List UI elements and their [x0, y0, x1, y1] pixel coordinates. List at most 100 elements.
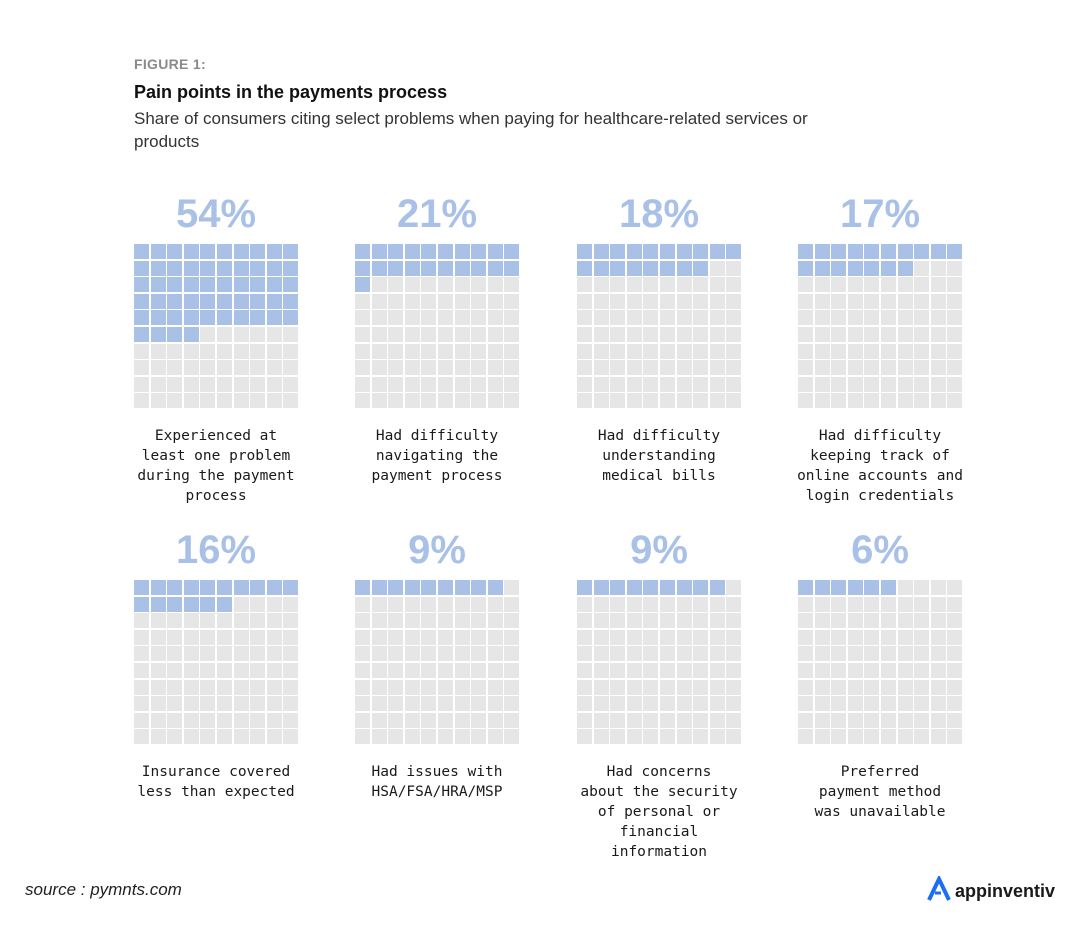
- waffle-cell-filled: [250, 260, 266, 276]
- waffle-cell-empty: [355, 712, 370, 728]
- waffle-cell-empty: [283, 679, 299, 695]
- waffle-cell-filled: [404, 580, 420, 595]
- waffle-cell-empty: [798, 712, 813, 728]
- waffle-cell-empty: [421, 393, 437, 409]
- waffle-cell-empty: [200, 629, 216, 645]
- waffle-cell-empty: [947, 393, 963, 409]
- waffle-cell-empty: [150, 696, 166, 712]
- waffle-cell-filled: [233, 260, 249, 276]
- waffle-cell-empty: [831, 596, 847, 612]
- waffle-cell-filled: [233, 310, 249, 326]
- waffle-cell-empty: [626, 376, 642, 392]
- waffle-cell-empty: [454, 326, 470, 342]
- waffle-grid: [577, 580, 742, 745]
- waffle-cell-empty: [577, 376, 592, 392]
- waffle-cell-filled: [388, 260, 404, 276]
- waffle-cell-filled: [471, 244, 487, 259]
- waffle-cell-empty: [897, 343, 913, 359]
- waffle-cell-empty: [577, 360, 592, 376]
- percent-value: 17%: [839, 192, 921, 236]
- waffle-cell-empty: [454, 712, 470, 728]
- waffle-cell-filled: [200, 244, 216, 259]
- waffle-cell-filled: [183, 596, 199, 612]
- waffle-cell-empty: [250, 596, 266, 612]
- waffle-cell-empty: [355, 629, 370, 645]
- waffle-cell-empty: [709, 293, 725, 309]
- waffle-cell-empty: [897, 393, 913, 409]
- waffle-cell-empty: [167, 343, 183, 359]
- waffle-cell-empty: [897, 277, 913, 293]
- waffle-cell-filled: [421, 244, 437, 259]
- waffle-cell-empty: [610, 613, 626, 629]
- waffle-cell-empty: [610, 293, 626, 309]
- waffle-cell-filled: [134, 293, 149, 309]
- waffle-cell-filled: [798, 580, 813, 595]
- waffle-cell-empty: [183, 376, 199, 392]
- waffle-cell-empty: [798, 277, 813, 293]
- waffle-cell-empty: [593, 679, 609, 695]
- waffle-cell-empty: [593, 360, 609, 376]
- waffle-cell-empty: [233, 696, 249, 712]
- waffle-cell-empty: [676, 712, 692, 728]
- waffle-cell-filled: [847, 244, 863, 259]
- waffle-cell-empty: [676, 360, 692, 376]
- waffle-cell-empty: [659, 293, 675, 309]
- waffle-cell-filled: [437, 260, 453, 276]
- waffle-cell-empty: [659, 613, 675, 629]
- waffle-cell-empty: [930, 662, 946, 678]
- waffle-cell-empty: [134, 613, 149, 629]
- waffle-cell-empty: [930, 580, 946, 595]
- waffle-cell-empty: [643, 679, 659, 695]
- waffle-cell-filled: [831, 260, 847, 276]
- waffle-cell-empty: [454, 310, 470, 326]
- waffle-cell-empty: [626, 343, 642, 359]
- source-note: source : pymnts.com: [25, 880, 182, 899]
- waffle-cell-empty: [726, 662, 742, 678]
- waffle-cell-filled: [831, 244, 847, 259]
- waffle-cell-empty: [930, 729, 946, 745]
- waffle-cell-filled: [250, 293, 266, 309]
- waffle-cell-empty: [659, 326, 675, 342]
- waffle-cell-filled: [914, 244, 930, 259]
- waffle-cell-empty: [726, 326, 742, 342]
- waffle-cell-empty: [216, 646, 232, 662]
- waffle-cell-empty: [847, 360, 863, 376]
- waffle-cell-empty: [233, 393, 249, 409]
- waffle-cell-empty: [880, 393, 896, 409]
- waffle-cell-empty: [504, 360, 520, 376]
- waffle-cell-filled: [421, 260, 437, 276]
- waffle-cell-filled: [610, 580, 626, 595]
- waffle-cell-empty: [150, 613, 166, 629]
- waffle-cell-empty: [726, 393, 742, 409]
- waffle-cell-empty: [471, 277, 487, 293]
- waffle-cell-empty: [659, 729, 675, 745]
- waffle-grid: [577, 244, 742, 409]
- waffle-cell-filled: [200, 596, 216, 612]
- waffle-cell-empty: [233, 646, 249, 662]
- waffle-cell-empty: [914, 613, 930, 629]
- waffle-cell-empty: [233, 629, 249, 645]
- waffle-cell-empty: [676, 646, 692, 662]
- waffle-cell-empty: [471, 629, 487, 645]
- waffle-cell-empty: [454, 629, 470, 645]
- waffle-cell-empty: [610, 376, 626, 392]
- waffle-cell-empty: [659, 360, 675, 376]
- waffle-cell-empty: [487, 326, 503, 342]
- waffle-cell-empty: [897, 646, 913, 662]
- waffle-cell-empty: [200, 376, 216, 392]
- waffle-cell-empty: [709, 376, 725, 392]
- waffle-cell-empty: [250, 613, 266, 629]
- waffle-cell-empty: [659, 343, 675, 359]
- waffle-cell-filled: [404, 244, 420, 259]
- waffle-panel: 6% Preferred payment method was unavaila…: [797, 526, 963, 822]
- waffle-cell-empty: [814, 646, 830, 662]
- waffle-cell-empty: [831, 326, 847, 342]
- waffle-cell-empty: [283, 596, 299, 612]
- waffle-cell-empty: [693, 662, 709, 678]
- waffle-cell-empty: [693, 613, 709, 629]
- waffle-cell-empty: [388, 376, 404, 392]
- waffle-cell-empty: [355, 326, 370, 342]
- waffle-cell-empty: [388, 393, 404, 409]
- waffle-cell-empty: [437, 326, 453, 342]
- waffle-cell-empty: [659, 393, 675, 409]
